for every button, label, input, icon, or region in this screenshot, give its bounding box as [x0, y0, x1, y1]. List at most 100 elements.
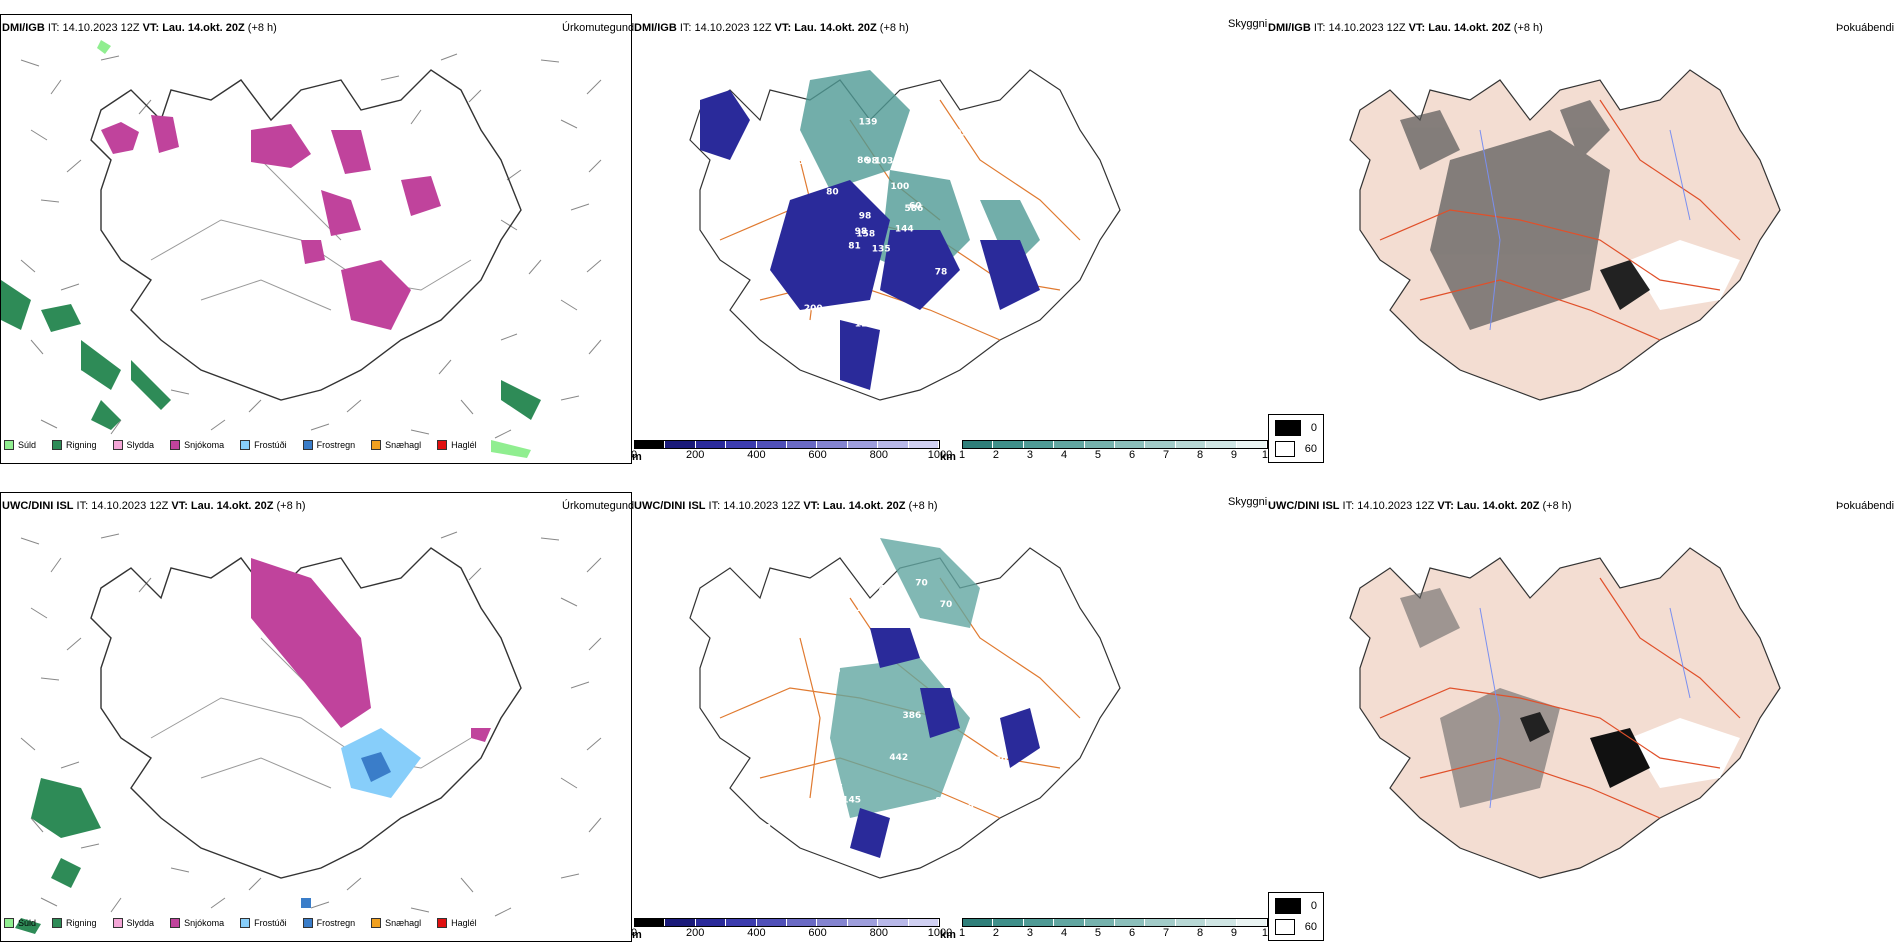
fog-label: Þokuábendi [1836, 22, 1895, 34]
ceiling-value-label: 89 [750, 213, 763, 223]
init-time: IT: 14.10.2023 12Z [44, 22, 143, 34]
colorbar-segment [695, 441, 727, 448]
legend-item: Rigning [52, 440, 97, 450]
precip-legend: Súld Rigning Slydda Snjókoma Frostúði Fr… [4, 440, 487, 450]
colorbar-segment [635, 919, 666, 926]
colorbar-segment [1145, 441, 1176, 448]
colorbar-segment [1145, 919, 1176, 926]
colorbar-tick: 0 [630, 927, 638, 939]
colorbar-tick: 200 [686, 927, 705, 939]
cloud-map-2: 333 130 386 442 134 70 74 70 82 145 159 396 145 43 82 1… [689, 538, 1121, 879]
visibility-ticks: 12345678910 [959, 927, 1274, 941]
legend-swatch [371, 440, 382, 450]
row1: DMI/IGB IT: 14.10.2023 12Z VT: Lau. 14.o… [0, 0, 1900, 470]
legend-swatch [437, 440, 448, 450]
legend-swatch [240, 440, 251, 450]
legend-swatch [4, 440, 14, 450]
legend-swatch [371, 918, 382, 928]
colorbar-segment [993, 441, 1024, 448]
colorbar-segment [756, 919, 788, 926]
colorbar-tick: 5 [1094, 927, 1102, 939]
ceiling-colorbar [634, 918, 940, 927]
ceiling-value-label: 98 [859, 212, 872, 222]
colorbar-segment [1115, 441, 1146, 448]
cloud-label: Skyggni [1228, 18, 1268, 30]
colorbar-segment [817, 441, 848, 448]
ceiling-value-label: 60 [909, 202, 922, 212]
colorbar-segment [1023, 441, 1055, 448]
fog-label-2: Þokuábendi [1836, 500, 1895, 512]
colorbar-segment [1054, 441, 1085, 448]
ceiling-value-label: 94 [736, 330, 749, 340]
ceiling-value-label: 43 [879, 584, 892, 594]
ceiling-value-label: 115 [855, 319, 874, 329]
ceiling-value-label: 258 [1025, 181, 1044, 191]
lead-time: (+8 h) [244, 22, 277, 34]
ceiling-value-label: 78 [935, 268, 948, 278]
colorbar-segment [1054, 919, 1085, 926]
colorbar-tick: 0 [630, 449, 638, 461]
visibility-unit: km [940, 451, 956, 463]
legend-swatch [112, 440, 123, 450]
legend-item: Snæhagl [371, 918, 421, 928]
fog-map-2 [1349, 547, 1781, 879]
ceiling-value-label: 145 [842, 795, 861, 805]
ceiling-value-label: 82 [962, 804, 975, 814]
ceiling-value-label: 84 [797, 157, 810, 167]
ceiling-value-label: 134 [856, 604, 875, 614]
row2-cloud-title: UWC/DINI ISL IT: 14.10.2023 12Z VT: Lau.… [634, 500, 938, 512]
colorbar-tick: 2 [992, 449, 1000, 461]
colorbar-segment [695, 919, 727, 926]
ceiling-scale: 0 200 400 600 800 1000 m [630, 440, 952, 463]
legend-item: Súld [4, 440, 36, 450]
precip-type-label: Úrkomutegund [562, 22, 635, 34]
legend-item: Haglél [437, 440, 477, 450]
ceiling-value-label: 158 [856, 230, 875, 240]
ceiling-value-label: 93 [736, 343, 749, 353]
colorbar-tick: 2 [992, 927, 1000, 939]
ceiling-value-label: 70 [915, 579, 928, 589]
ceiling-value-label: 121 [766, 359, 785, 369]
ceiling-value-label: 120 [768, 107, 787, 117]
colorbar-segment [665, 441, 696, 448]
visibility-ticks: 12345678910 [959, 449, 1274, 463]
colorbar-segment [878, 919, 909, 926]
colorbar-tick: 600 [808, 449, 827, 461]
colorbar-segment [726, 919, 757, 926]
ceiling-value-label: 130 [989, 756, 1008, 766]
legend-swatch [302, 918, 313, 928]
colorbar-segment [1175, 441, 1207, 448]
ceiling-value-label: 86 [857, 156, 870, 166]
precip-type-frame [0, 14, 632, 464]
colorbar-tick: 6 [1128, 449, 1136, 461]
colorbar-segment [817, 919, 848, 926]
ceiling-ticks: 0 200 400 600 800 1000 [630, 449, 952, 463]
ceiling-value-label: 119 [755, 153, 774, 163]
legend-swatch [240, 918, 251, 928]
colorbar-segment [1084, 919, 1116, 926]
colorbar-tick: 800 [869, 927, 888, 939]
legend-item: Slydda [112, 440, 154, 450]
colorbar-tick: 9 [1230, 449, 1238, 461]
model-name: DMI/IGB [2, 22, 45, 34]
colorbar-segment [726, 441, 757, 448]
colorbar-tick: 3 [1026, 927, 1034, 939]
legend-item: Frostregn [302, 440, 355, 450]
fog-min-swatch [1275, 898, 1301, 914]
ceiling-value-label: 82 [935, 796, 948, 806]
ceiling-value-label: 100 [891, 182, 910, 192]
colorbar-segment [1023, 919, 1055, 926]
colorbar-segment [787, 441, 818, 448]
ceiling-value-label: 100 [726, 204, 745, 214]
colorbar-segment [756, 441, 788, 448]
fog-max-swatch [1275, 441, 1295, 457]
visibility-scale-2: 12345678910 km [940, 918, 1274, 941]
ceiling-value-label: 396 [822, 666, 841, 676]
colorbar-tick: 800 [869, 449, 888, 461]
legend-swatch [170, 440, 181, 450]
colorbar-segment [963, 919, 994, 926]
legend-item: Slydda [112, 918, 154, 928]
legend-swatch [170, 918, 181, 928]
legend-item: Súld [4, 918, 36, 928]
colorbar-tick: 600 [808, 927, 827, 939]
